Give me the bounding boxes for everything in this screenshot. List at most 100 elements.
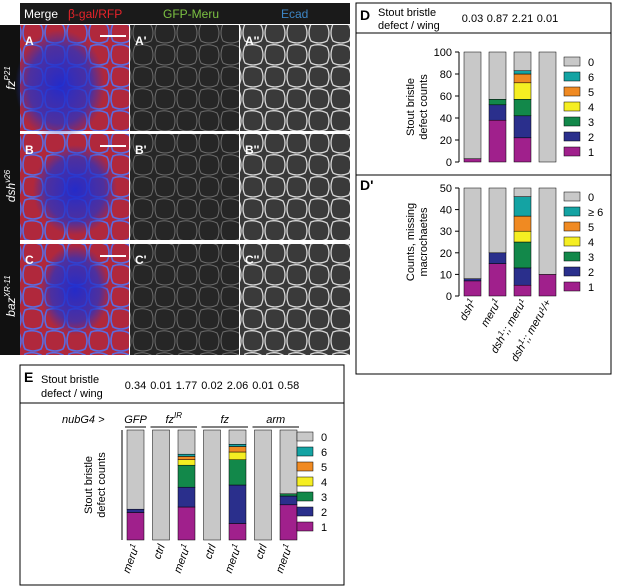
D-legend-swatch-3 [563,101,581,112]
D-ylabel: Stout bristledefect counts [405,74,430,140]
E-xtick-label-3: ctrl [203,542,219,560]
D-header-value-3: 0.01 [537,13,558,25]
image-A-gfp [130,25,239,131]
D-legend-swatch-6 [563,146,581,157]
Dprime-legend-label-3: 4 [588,237,594,249]
micrograph-grid: A A' A'' B B' B'' C C' C'' [15,25,350,355]
D-header-value-1: 0.87 [487,13,508,25]
Dprime-legend-swatch-5 [563,266,581,277]
E-bar-3-seg-0 [203,429,221,541]
image-B-gfp [130,134,239,240]
E-header-value-1: 0.01 [150,380,171,392]
E-xtick-label-6: meru1 [272,542,295,575]
Dprime-legend-label-4: 3 [588,252,594,264]
Dprime-legend-label-1: ≥ 6 [588,207,603,219]
D-ytick-label-1: 20 [440,135,452,147]
E-legend-swatch-6 [296,521,314,532]
E-header-value-0: 0.34 [125,380,146,392]
E-bar-2-seg-3 [177,464,196,488]
Dprime-ytick-label-3: 30 [440,226,452,238]
genotype-label-fz: fzP21 [3,66,18,90]
Dprime-bar-0-seg-0 [463,187,482,279]
letter-B1: B' [135,143,147,157]
E-legend-swatch-1 [296,446,314,457]
panel-D-frame [355,2,612,375]
D-legend-swatch-0 [563,56,581,67]
panel-E-frame [19,364,345,586]
E-xtick-label-4: meru1 [221,542,244,575]
letter-C1: C' [135,253,147,267]
E-legend-swatch-2 [296,461,314,472]
Dprime-legend-swatch-6 [563,281,581,292]
D-legend-label-2: 5 [588,87,594,99]
image-A-ecad [240,25,350,131]
Dprime-bar-2-seg-3 [513,241,532,269]
E-bar-5-seg-0 [254,429,272,541]
E-group-label-2: fz [220,414,229,426]
Dprime-bar-3-seg-1 [538,274,557,297]
E-legend-label-0: 0 [321,432,327,444]
E-header-value-2: 1.77 [176,380,197,392]
letter-C: C [25,253,34,267]
Dprime-legend-swatch-0 [563,191,581,202]
Dprime-bar-2-seg-6 [513,196,532,217]
E-legend-label-4: 3 [321,492,327,504]
Dprime-legend-label-5: 2 [588,267,594,279]
E-group-label-3: arm [266,414,285,426]
D-bar-1-seg-0 [488,51,507,100]
E-bar-6-seg-2 [279,495,298,506]
D-bar-0-seg-0 [463,51,482,159]
D-bar-2-seg-0 [513,51,532,71]
E-bar-4-seg-6 [228,444,247,447]
header-gfp-meru: GFP-Meru [163,7,219,21]
panel-letter-D-prime: D' [360,177,373,193]
D-legend-label-5: 2 [588,132,594,144]
E-header-label-2: defect / wing [41,388,103,400]
Dprime-legend-label-6: 1 [588,282,594,294]
D-legend-swatch-4 [563,116,581,127]
D-legend-label-1: 6 [588,72,594,84]
E-bar-1-seg-0 [152,429,170,541]
D-bar-2-seg-3 [513,99,532,117]
D-header-label-1: Stout bristle [378,7,436,19]
image-C-gfp [130,244,239,355]
Dprime-legend-swatch-2 [563,221,581,232]
Dprime-legend-swatch-3 [563,236,581,247]
Dprime-bar-2-seg-5 [513,215,532,232]
D-bar-2-seg-4 [513,82,532,100]
D-legend-label-0: 0 [588,57,594,69]
letter-B2: B'' [245,143,260,157]
D-header-value-0: 0.03 [462,13,483,25]
D-bar-1-seg-1 [488,119,507,163]
E-legend-swatch-5 [296,506,314,517]
E-xtick-label-2: meru1 [170,542,193,575]
Dprime-bar-2-seg-1 [513,284,532,297]
D-legend-label-6: 1 [588,147,594,159]
genotype-label-dsh: dshv26 [3,169,18,202]
E-xtick-label-1: ctrl [152,542,168,560]
genotype-labels: fzP21 dshv26 bazXR-11 [0,25,20,355]
Dprime-bar-0-seg-2 [463,278,482,282]
D-bar-1-seg-3 [488,99,507,106]
E-bar-2-seg-0 [177,429,196,455]
E-bar-2-seg-2 [177,486,196,508]
E-xtick-label-0: meru1 [119,542,142,575]
E-legend-label-5: 2 [321,507,327,519]
header-merge: Merge [24,7,58,21]
chart-panel-E: E Stout bristle defect / wing 0.34 0.01 1.77 0… [19,364,345,586]
E-group-label-0: GFP [124,414,147,426]
Dprime-bar-0-seg-1 [463,280,482,297]
Dprime-bar-1-seg-2 [488,252,507,264]
D-ytick-label-4: 80 [440,69,452,81]
E-bar-4-seg-1 [228,523,247,541]
panel-letter-E: E [24,369,33,385]
Dprime-legend-label-2: 5 [588,222,594,234]
letter-A: A [25,34,34,48]
E-legend-label-2: 5 [321,462,327,474]
E-legend-swatch-0 [296,431,314,442]
E-header-value-6: 0.58 [278,380,299,392]
D-header-label-2: defect / wing [378,20,440,32]
Dprime-ytick-label-2: 20 [440,248,452,260]
Dprime-bar-2-seg-2 [513,267,532,286]
